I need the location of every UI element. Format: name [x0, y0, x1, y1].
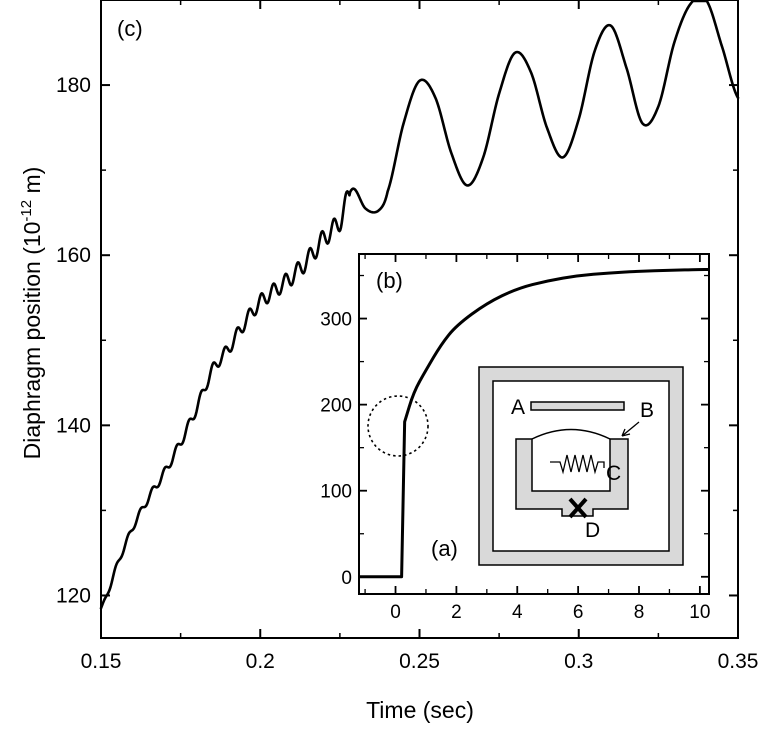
- schematic-plate-a: [530, 401, 625, 411]
- y-tick-label: 180: [56, 74, 91, 97]
- inset-x-tick-label: 6: [573, 602, 584, 623]
- schematic-diaphragm-b: [531, 428, 611, 440]
- schematic-valve-x-icon: [568, 497, 588, 519]
- x-tick-label: 0.15: [81, 650, 122, 673]
- schematic-label-d: D: [585, 519, 600, 542]
- inset-series-line: [359, 267, 709, 579]
- y-tick-label: 160: [56, 244, 91, 267]
- y-tick-label: 120: [56, 584, 91, 607]
- main-series-line: [99, 0, 740, 610]
- y-tick-label: 140: [56, 414, 91, 437]
- main-ticks: [100, 0, 739, 638]
- panel-label-b: (b): [376, 268, 403, 293]
- y-axis-title-main: Diaphragm position (10: [19, 222, 45, 460]
- inset-x-tick-label: 4: [512, 602, 523, 623]
- schematic-label-a: A: [511, 396, 525, 419]
- panel-label-c: (c): [117, 16, 143, 41]
- inset-x-tick-label: 8: [634, 602, 645, 623]
- y-axis-title: Diaphragm position (10-12 m): [18, 167, 45, 460]
- x-tick-label: 0.25: [399, 650, 440, 673]
- schematic: A B C D (a): [431, 366, 684, 566]
- main-plot: 0.15 0.2 0.25 0.3 0.35 120 140 160 180 (c) Time …: [18, 0, 758, 723]
- schematic-housing: [515, 438, 629, 517]
- schematic-label-c: C: [606, 462, 621, 485]
- inset-y-tick-label: 100: [320, 482, 352, 503]
- schematic-label-b: B: [640, 399, 654, 422]
- x-axis-title: Time (sec): [366, 697, 474, 723]
- inset-y-tick-label: 0: [341, 568, 352, 589]
- x-tick-label: 0.35: [718, 650, 759, 673]
- inset-y-tick-label: 300: [320, 310, 352, 331]
- inset-x-tick-label: 2: [451, 602, 462, 623]
- x-tick-label: 0.3: [564, 650, 593, 673]
- y-axis-title-exp: -12: [18, 200, 35, 222]
- zoom-circle-annotation: [367, 395, 429, 457]
- y-axis-title-unit: m): [19, 167, 45, 200]
- inset-x-tick-label: 10: [689, 602, 710, 623]
- inset-y-tick-label: 200: [320, 396, 352, 417]
- panel-label-a: (a): [431, 536, 458, 561]
- schematic-pointer-b: [621, 421, 640, 437]
- inset-x-tick-label: 0: [390, 602, 401, 623]
- main-tick-labels: 0.15 0.2 0.25 0.3 0.35 120 140 160 180: [56, 74, 758, 673]
- x-tick-label: 0.2: [246, 650, 275, 673]
- schematic-spring-c: [550, 454, 605, 475]
